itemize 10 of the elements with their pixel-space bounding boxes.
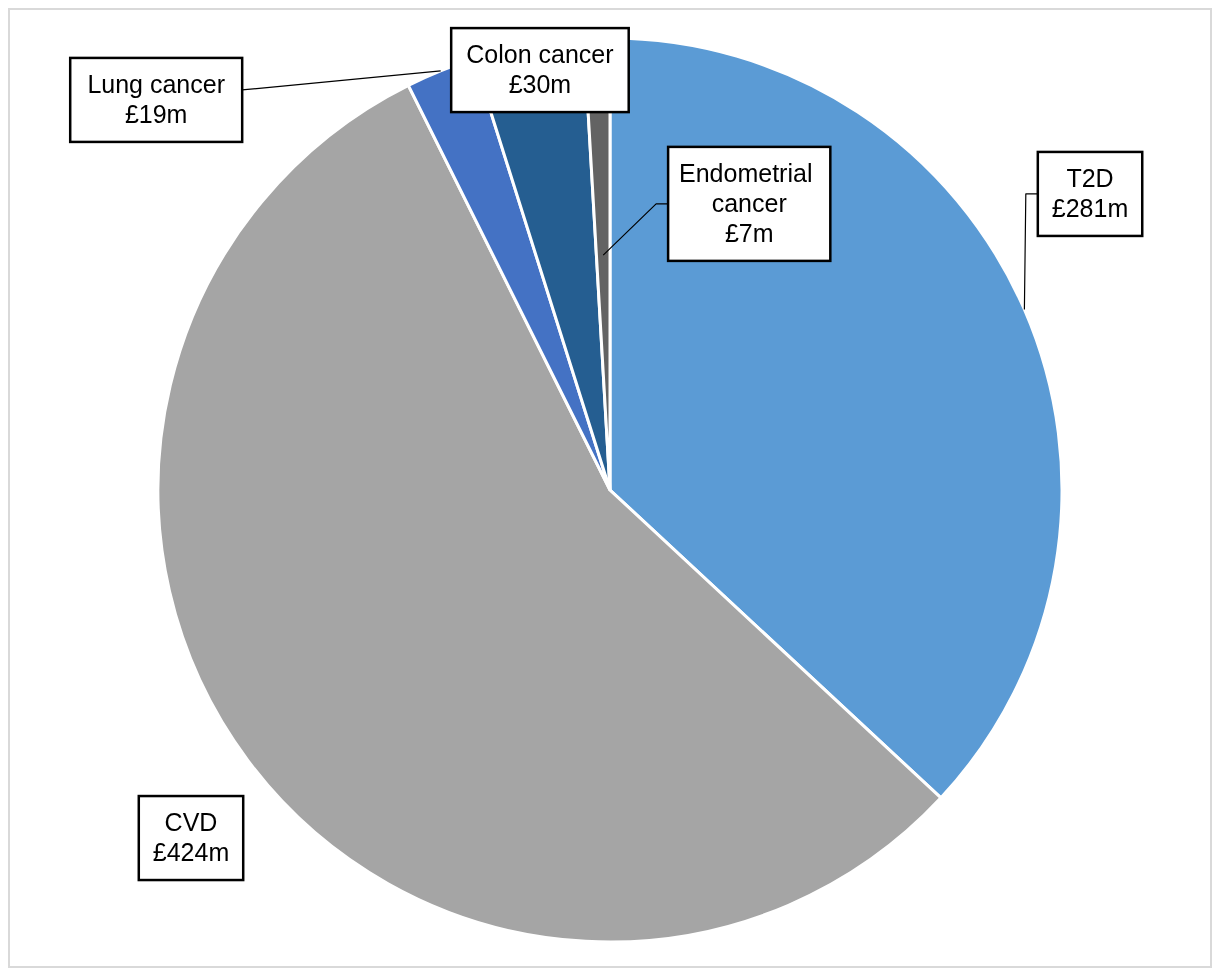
data-label: £7m — [724, 219, 774, 248]
slice-label: T2D — [1066, 164, 1114, 193]
data-label: £30m — [508, 70, 572, 99]
data-label: £19m — [124, 100, 188, 129]
slice-label: Colon cancer — [466, 40, 614, 69]
slice-label: Lung cancer — [87, 70, 225, 99]
slice-label: CVD — [164, 808, 218, 837]
data-label: £424m — [152, 838, 230, 867]
slice-label: Endometrial cancer — [679, 159, 820, 218]
data-label: £281m — [1051, 194, 1129, 223]
